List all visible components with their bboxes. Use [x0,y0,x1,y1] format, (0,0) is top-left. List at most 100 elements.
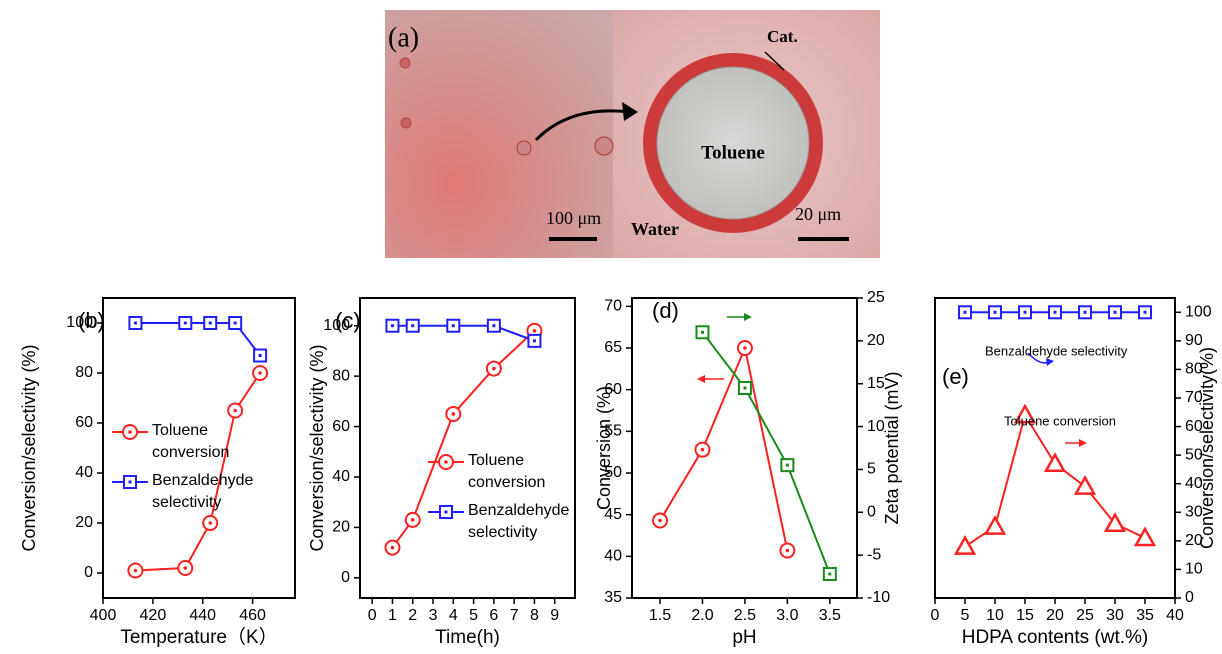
x-tick-label: 4 [449,607,458,624]
y-tick-label: 50 [1185,446,1203,463]
x-tick-label: 2 [408,607,417,624]
y-tick-label: 20 [1185,532,1203,549]
y-tick-label: 70 [604,298,622,315]
y-tick-label: 70 [1185,389,1203,406]
chart: 0 5 10 15 20 25 30 35 400102030405060708090100(e… [931,297,1217,648]
marker-dot [1053,310,1057,314]
marker-dot [208,321,212,325]
y-tick-label: 40 [1185,475,1203,492]
marker-dot [183,566,188,570]
marker-dot [133,568,138,573]
marker [1043,452,1067,472]
chart: 1.5 2.0 2.5 3.0 3.5 35 40 45 50 55 60 65 70 -10 -5 0 5 10… [594,289,902,648]
series-line [701,331,831,575]
y-tick-label: 65 [604,339,622,356]
marker-dot [700,330,704,334]
y-tick-label: 45 [604,506,622,523]
y2-tick-label: 5 [867,461,876,478]
plot-frame [934,297,1176,599]
y-tick-label: 55 [604,423,622,440]
marker-dot [1023,310,1027,314]
x-tick-label: 440 [189,607,216,624]
legend-label: Toluene conversion [468,452,546,491]
marker-dot [828,572,832,576]
x-tick-label: 420 [140,607,167,624]
x-tick-label: 0 [368,607,377,624]
x-tick-label: 1 [388,607,397,624]
y-tick-label: 30 [1185,504,1203,521]
x-tick-label: 25 [1076,607,1094,624]
y-tick-label: 20 [75,514,93,531]
y-tick-label: 40 [75,464,93,481]
y-tick-label: 60 [604,381,622,398]
arrows [697,313,1087,447]
marker-dot [785,463,789,467]
x-tick-label: 35 [1136,607,1154,624]
legend-box: Toluene conversion [468,452,546,491]
marker-dot [1113,310,1117,314]
marker-dot [390,545,395,550]
x-axis-label: Time(h) [435,627,500,648]
y-axis-label: Conversion/selectivity(%) [1197,347,1217,549]
marker-dot [743,346,747,350]
x-tick-label: 6 [489,607,498,624]
y-tick-label: 60 [1185,418,1203,435]
y-tick-label: 40 [604,548,622,565]
marker-dot [390,324,394,328]
marker [1013,403,1037,424]
x-tick-label: 20 [1046,607,1064,624]
marker-dot [451,324,455,328]
marker-dot [258,354,262,357]
marker-dot [133,321,137,325]
plot-frame [359,297,576,599]
marker-dot [208,521,213,525]
plot-frame [631,297,858,599]
y-tick-label: 0 [1185,589,1194,606]
x-tick-label: 9 [550,607,559,624]
y-tick-label: 40 [332,468,350,485]
x-tick-label: 460 [239,607,266,624]
marker [1073,475,1097,495]
marker-dot [128,480,132,484]
panel-label: (c) [335,308,361,333]
marker [953,535,977,555]
marker-dot [1083,310,1087,314]
x-tick-label: 2.0 [691,607,713,624]
marker [1133,526,1157,547]
x-tick-label: 1.5 [649,607,671,624]
x-tick-label: 3.5 [819,607,841,624]
x-axis-label: Temperature（K） [120,626,277,648]
annotation: Benzaldehyde selectivity [985,343,1128,358]
y-tick-label: 80 [75,364,93,381]
y-tick-label: 0 [341,569,350,586]
marker-dot [1143,310,1147,314]
y-tick-label: 100 [1185,304,1212,321]
series-line [659,344,789,551]
panel-label: (b) [78,308,105,333]
marker-dot [492,324,496,328]
y2-tick-label: -5 [867,546,881,563]
chart: 400 420 440 460 0 20 40 60 80 100 Toluene conversi… [19,297,296,648]
marker-dot [700,447,705,452]
marker-dot [233,408,237,413]
x-tick-label: 15 [1016,607,1034,624]
y-tick-label: 80 [1185,361,1203,378]
y2-tick-label: 15 [867,375,885,392]
x-tick-label: 7 [510,607,519,624]
plot-frame [102,297,296,599]
legend-box: Benzaldehyde selectivity [152,472,253,511]
x-tick-label: 10 [986,607,1004,624]
y-axis-label: Conversion/selectivity (%) [307,344,327,551]
marker [1103,512,1127,532]
medium-label: Water [631,219,679,239]
marker-dot [444,460,448,464]
marker-dot [233,321,237,325]
scale-label: 20 μm [795,204,841,224]
marker-dot [993,310,997,314]
droplet-label: Toluene [701,142,765,163]
panel-label: (d) [652,298,679,323]
x-tick-label: 3 [429,607,438,624]
y-tick-label: 80 [332,367,350,384]
